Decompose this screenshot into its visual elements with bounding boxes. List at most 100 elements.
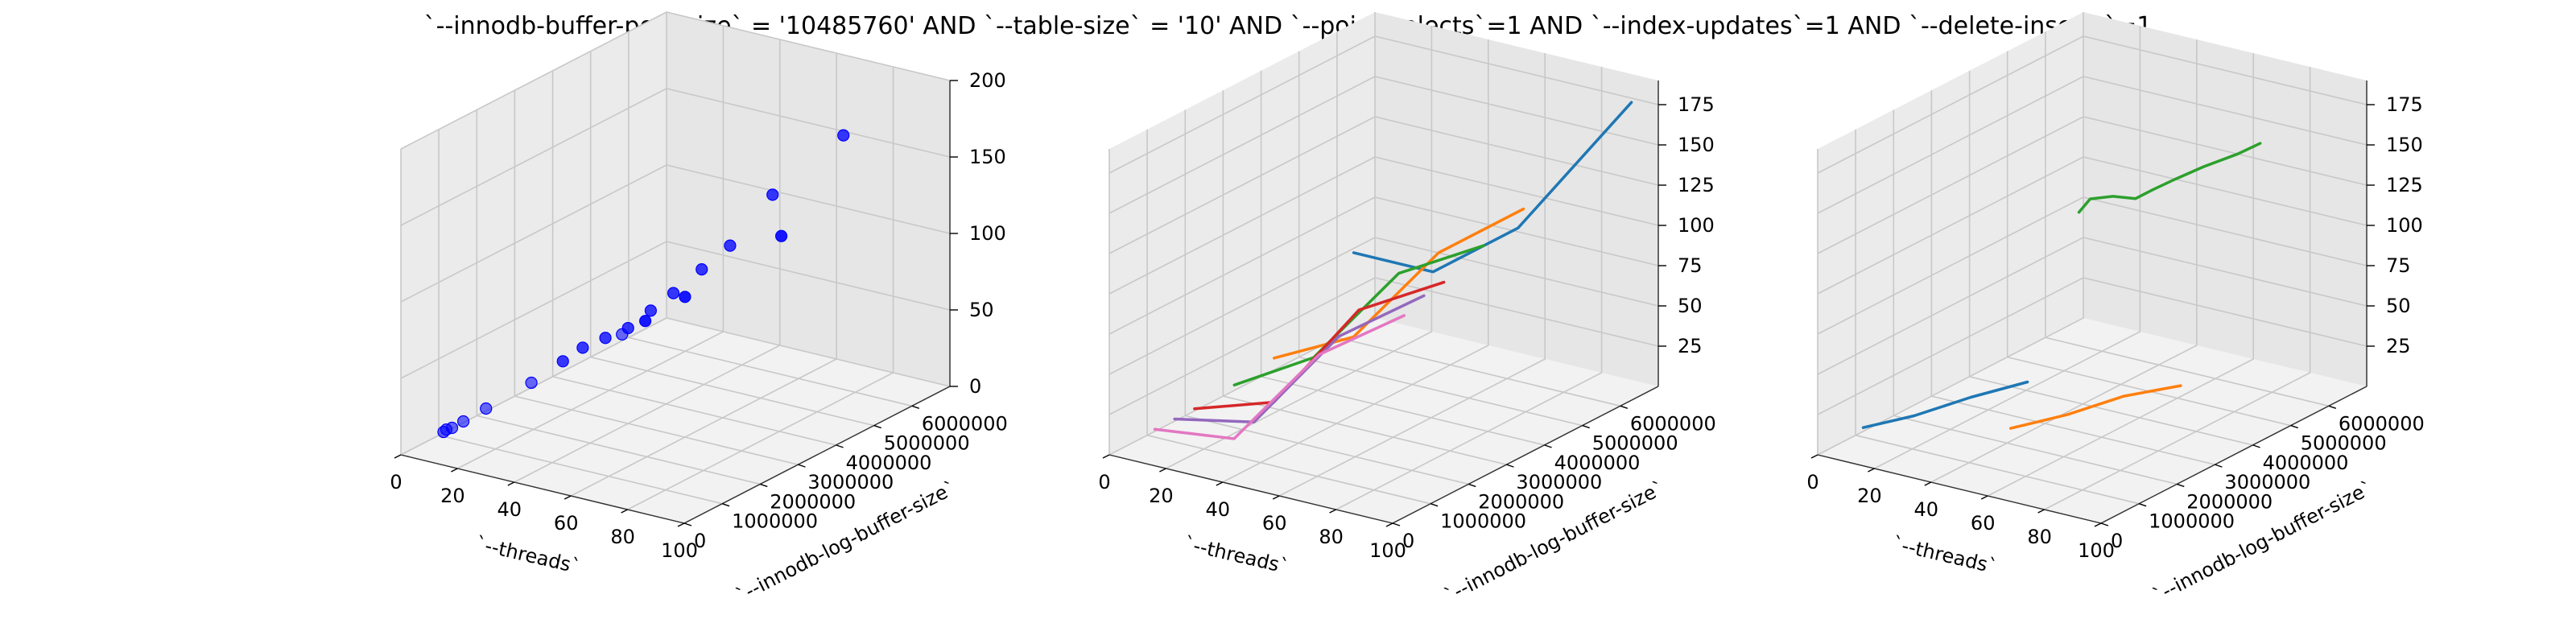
z-tick-label: 50 bbox=[1678, 295, 1703, 317]
x-tick bbox=[2094, 522, 2102, 527]
y-tick bbox=[1544, 444, 1552, 448]
z-tick-label: 150 bbox=[969, 146, 1006, 168]
y-tick bbox=[873, 424, 881, 429]
x-tick-label: 40 bbox=[1206, 498, 1231, 521]
x-axis-line bbox=[1817, 454, 2102, 524]
grid-line-z bbox=[400, 11, 951, 150]
pane-back-right bbox=[1375, 12, 1658, 386]
y-tick bbox=[1620, 405, 1629, 409]
scatter-point bbox=[696, 263, 708, 276]
grid-line-x bbox=[2044, 67, 2311, 510]
x-tick-label: 60 bbox=[1262, 512, 1287, 535]
scatter-point bbox=[667, 287, 680, 299]
z-tick-label: 100 bbox=[1678, 214, 1715, 237]
z-tick-label: 50 bbox=[2386, 295, 2411, 317]
pane-floor bbox=[1818, 318, 2367, 523]
grid-line-y bbox=[1222, 90, 1507, 465]
grid-line-z bbox=[1817, 76, 2368, 214]
z-tick-label: 150 bbox=[1678, 134, 1715, 156]
y-tick bbox=[2100, 522, 2109, 526]
x-tick bbox=[394, 454, 402, 459]
x-tick-label: 60 bbox=[554, 512, 579, 535]
y-axis-line bbox=[2100, 386, 2368, 524]
y-tick-label: 3000000 bbox=[2224, 471, 2310, 493]
x-tick-label: 100 bbox=[2078, 539, 2115, 562]
z-tick-label: 25 bbox=[2386, 335, 2411, 357]
grid-line-z bbox=[1817, 35, 2368, 174]
x-tick bbox=[621, 509, 628, 514]
z-tick-label: 175 bbox=[2386, 93, 2423, 116]
y-tick bbox=[836, 444, 844, 448]
pane-back-left bbox=[1109, 12, 1375, 455]
plot-left-scatter: 0204060801000100000020000003000000400000… bbox=[390, 11, 1008, 607]
grid-line-y bbox=[1930, 90, 2215, 465]
z-tick-label: 0 bbox=[969, 375, 981, 398]
scatter-point bbox=[445, 421, 459, 435]
plot-right-lines: 0204060801000100000020000003000000400000… bbox=[1806, 12, 2425, 607]
grid-line-x bbox=[1335, 67, 1603, 510]
grid-line-y bbox=[2006, 51, 2291, 427]
x-tick-label: 0 bbox=[1806, 471, 1818, 493]
scatter-point bbox=[556, 355, 569, 368]
x-tick bbox=[564, 495, 572, 500]
x-tick bbox=[1868, 468, 1875, 473]
x-tick bbox=[1159, 468, 1166, 473]
z-tick-label: 75 bbox=[2386, 254, 2411, 277]
series-line-0 bbox=[1861, 380, 2029, 429]
scatter-point bbox=[621, 321, 634, 335]
grid-line-x bbox=[1930, 39, 2198, 483]
y-tick bbox=[2252, 444, 2260, 448]
grid-line-z bbox=[1108, 156, 1659, 295]
x-tick bbox=[1102, 454, 1110, 459]
y-tick-label: 3000000 bbox=[1516, 471, 1602, 493]
x-tick-label: 100 bbox=[661, 539, 698, 562]
scatter-point bbox=[525, 376, 538, 390]
grid-line-x bbox=[1278, 53, 1546, 497]
scatter-point bbox=[837, 129, 850, 142]
y-tick-label: 0 bbox=[1402, 530, 1414, 552]
grid-line-z bbox=[1108, 76, 1659, 214]
y-tick-label: 2000000 bbox=[1478, 490, 1564, 513]
y-tick-label: 2000000 bbox=[770, 490, 856, 513]
z-tick-label: 75 bbox=[1678, 254, 1703, 277]
x-tick bbox=[1385, 522, 1393, 527]
y-tick bbox=[911, 405, 920, 409]
x-tick-label: 60 bbox=[1971, 512, 1996, 535]
y-tick bbox=[2328, 405, 2337, 409]
y-tick bbox=[1468, 483, 1476, 488]
grid-line-y bbox=[1146, 129, 1431, 505]
grid-line-x bbox=[1874, 26, 2141, 469]
y-tick-label: 4000000 bbox=[1554, 452, 1641, 474]
grid-line-y bbox=[2045, 31, 2330, 407]
scatter-point bbox=[480, 402, 493, 415]
y-tick-label: 4000000 bbox=[846, 452, 932, 474]
y-axis-line bbox=[1392, 386, 1659, 524]
z-tick-label: 50 bbox=[969, 299, 994, 321]
scatter-point bbox=[724, 239, 737, 252]
x-axis-label: `--threads` bbox=[1182, 532, 1290, 578]
y-tick-label: 5000000 bbox=[1592, 432, 1678, 455]
grid-line-x bbox=[1222, 39, 1489, 483]
scatter-point bbox=[576, 341, 589, 354]
x-tick-label: 40 bbox=[1914, 498, 1939, 521]
grid-line-y bbox=[1298, 51, 1583, 427]
grid-line-z bbox=[1108, 196, 1659, 335]
grid-line-z bbox=[1817, 277, 2368, 415]
scatter-point bbox=[766, 188, 779, 201]
x-tick-label: 80 bbox=[1319, 526, 1344, 548]
x-axis-label: `--threads` bbox=[1890, 532, 1999, 578]
x-tick bbox=[1980, 495, 1988, 500]
x-tick bbox=[1924, 481, 1932, 486]
grid-line-y bbox=[1184, 109, 1469, 485]
grid-line-z bbox=[1817, 116, 2368, 254]
pane-back-right bbox=[2083, 12, 2367, 386]
x-tick-label: 20 bbox=[440, 485, 465, 507]
y-tick-label: 4000000 bbox=[2263, 452, 2349, 474]
grid-line-x bbox=[1817, 12, 2084, 456]
x-tick-label: 40 bbox=[497, 498, 522, 521]
grid-line-y bbox=[1968, 70, 2253, 446]
scatter-point bbox=[774, 229, 788, 242]
y-tick-label: 1000000 bbox=[732, 510, 818, 533]
z-tick-label: 150 bbox=[2386, 134, 2423, 156]
